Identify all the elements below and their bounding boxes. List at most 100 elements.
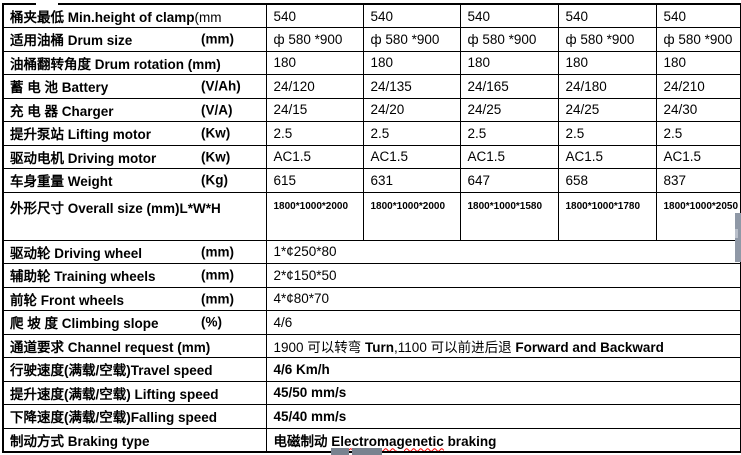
spec-label-cell: 桶夹最低 Min.height of clamp(mm xyxy=(2,3,267,28)
spec-value-cell: ф 580 *900 xyxy=(459,27,559,52)
table-row: 行驶速度(满载/空载)Travel speed 4/6 Km/h xyxy=(2,357,741,382)
horizontal-scrollbar-fragment-left[interactable] xyxy=(331,448,349,455)
row-label-text: 提升速度(满载/空载) Lifting speed xyxy=(10,386,219,402)
row-label-text: 提升泵站 Lifting motor xyxy=(10,127,151,143)
spec-value-cell-merged: 电磁制动 Electromagenetic braking xyxy=(265,427,741,452)
spec-value-cell: 24/120 xyxy=(265,74,364,99)
table-row: 油桶翻转角度 Drum rotation (mm) 180 180 180 180 180 xyxy=(2,50,741,75)
row-label-text: 前轮 Front wheels xyxy=(10,292,125,308)
spec-value-cell-merged: 1*¢250*80 xyxy=(265,239,741,264)
spec-value-cell: 180 xyxy=(459,50,559,75)
spec-value-cell: 1800*1000*1580 xyxy=(459,191,559,241)
spec-value-cell: 180 xyxy=(655,50,741,75)
spec-value-cell: 24/25 xyxy=(459,97,559,122)
table-row: 下降速度(满载/空载)Falling speed 45/40 mm/s xyxy=(2,404,741,429)
table-row: 通道要求 Channel request (mm) 1900 可以转弯 Turn,… xyxy=(2,333,741,358)
row-value-text: 1*¢250*80 xyxy=(273,244,337,260)
spec-label-cell: 车身重量 Weight (Kg) xyxy=(2,168,267,193)
spec-label-cell: 充 电 器 Charger (V/A) xyxy=(2,97,267,122)
table-row: 提升速度(满载/空载) Lifting speed 45/50 mm/s xyxy=(2,380,741,405)
spec-value-cell-merged: 4*¢80*70 xyxy=(265,286,741,311)
spec-value-cell: 540 xyxy=(655,3,741,28)
spec-value-cell: ф 580 *900 xyxy=(362,27,461,52)
table-row: 外形尺寸 Overall size (mm)L*W*H 1800*1000*200… xyxy=(2,191,741,241)
spec-value-cell: AC1.5 xyxy=(655,144,741,169)
spec-value-cell-merged: 45/50 mm/s xyxy=(265,380,741,405)
spec-value-cell: 180 xyxy=(557,50,657,75)
spec-value-cell: 540 xyxy=(362,3,461,28)
table-row: 车身重量 Weight (Kg) 615 631 647 658 837 xyxy=(2,168,741,193)
row-unit-label: (Kw) xyxy=(201,149,231,165)
spec-value-cell: AC1.5 xyxy=(459,144,559,169)
row-value-text: braking xyxy=(443,433,497,449)
spec-value-cell: 180 xyxy=(265,50,364,75)
row-value-text: 4*¢80*70 xyxy=(273,291,330,307)
spec-value-cell: 24/180 xyxy=(557,74,657,99)
spec-value-cell: 540 xyxy=(265,3,364,28)
row-unit-label: (Kg) xyxy=(201,172,228,188)
vertical-scrollbar-thumb[interactable] xyxy=(735,213,741,262)
row-label-text: 驱动电机 Driving motor xyxy=(10,150,157,166)
spec-value-cell: 1800*1000*2000 xyxy=(265,191,364,241)
spec-table: 桶夹最低 Min.height of clamp(mm 540 540 540 540 5… xyxy=(2,3,741,453)
spec-label-cell: 下降速度(满载/空载)Falling speed xyxy=(2,404,267,429)
spec-value-cell: 2.5 xyxy=(265,121,364,146)
spec-value-cell: 658 xyxy=(557,168,657,193)
spec-value-cell-merged: 45/40 mm/s xyxy=(265,404,741,429)
table-row: 辅助轮 Training wheels (mm) 2*¢150*50 xyxy=(2,263,741,288)
row-value-text: 45/50 mm/s xyxy=(273,385,347,401)
spec-value-cell: 2.5 xyxy=(557,121,657,146)
row-label-text: 行驶速度(满载/空载)Travel speed xyxy=(10,363,213,379)
spec-label-cell: 适用油桶 Drum size (mm) xyxy=(2,27,267,52)
table-row: 爬 坡 度 Climbing slope (%) 4/6 xyxy=(2,310,741,335)
spec-value-cell-merged: 2*¢150*50 xyxy=(265,263,741,288)
spec-label-cell: 驱动电机 Driving motor (Kw) xyxy=(2,144,267,169)
spec-label-cell: 行驶速度(满载/空载)Travel speed xyxy=(2,357,267,382)
row-unit-label: (Kw) xyxy=(201,125,231,141)
row-value-text: 4/6 Km/h xyxy=(273,361,330,377)
row-value-text: 45/40 mm/s xyxy=(273,408,347,424)
spec-label-cell: 通道要求 Channel request (mm) xyxy=(2,333,267,358)
row-label-text: 油桶翻转角度 Drum rotation (mm) xyxy=(10,56,221,72)
row-unit-label: (V/Ah) xyxy=(201,78,241,94)
spec-value-cell: 1800*1000*2050 xyxy=(655,191,741,241)
row-unit-label: (%) xyxy=(201,314,222,330)
table-row: 提升泵站 Lifting motor (Kw) 2.5 2.5 2.5 2.5 2.5 xyxy=(2,121,741,146)
spec-value-cell: ф 580 *900 xyxy=(655,27,741,52)
table-row: 蓄 电 池 Battery (V/Ah) 24/120 24/135 24/165 24/… xyxy=(2,74,741,99)
spec-label-cell: 油桶翻转角度 Drum rotation (mm) xyxy=(2,50,267,75)
row-label-text: 下降速度(满载/空载)Falling speed xyxy=(10,410,218,426)
table-row: 制动方式 Braking type 电磁制动 Electromagenetic b… xyxy=(2,427,741,452)
spec-value-cell: AC1.5 xyxy=(362,144,461,169)
table-row: 前轮 Front wheels (mm) 4*¢80*70 xyxy=(2,286,741,311)
row-label-text: 通道要求 Channel request (mm) xyxy=(10,339,211,355)
spec-value-cell: ф 580 *900 xyxy=(265,27,364,52)
horizontal-scrollbar-fragment-right[interactable] xyxy=(352,448,382,455)
row-unit-label: (mm) xyxy=(201,31,234,47)
spec-value-cell: 24/20 xyxy=(362,97,461,122)
spec-value-cell: 540 xyxy=(459,3,559,28)
spec-value-cell: 24/30 xyxy=(655,97,741,122)
row-label-text: 制动方式 Braking type xyxy=(10,433,150,449)
spec-label-cell: 驱动轮 Driving wheel (mm) xyxy=(2,239,267,264)
row-label-text: 爬 坡 度 Climbing slope xyxy=(10,316,159,332)
spec-label-cell: 蓄 电 池 Battery (V/Ah) xyxy=(2,74,267,99)
spec-value-cell: 540 xyxy=(557,3,657,28)
spec-label-cell: 外形尺寸 Overall size (mm)L*W*H xyxy=(2,191,267,241)
row-label-text: (mm xyxy=(194,10,222,25)
spec-value-cell: 615 xyxy=(265,168,364,193)
screenshot-artifact-top xyxy=(36,0,58,6)
misspelled-word: Electromagenetic xyxy=(331,433,444,449)
row-value-text: 2*¢150*50 xyxy=(273,267,337,283)
spec-value-cell-merged: 4/6 Km/h xyxy=(265,357,741,382)
row-label-text: 适用油桶 Drum size xyxy=(10,33,133,49)
spec-label-cell: 前轮 Front wheels (mm) xyxy=(2,286,267,311)
spec-value-cell: 647 xyxy=(459,168,559,193)
spec-label-cell: 提升速度(满载/空载) Lifting speed xyxy=(2,380,267,405)
row-value-text: 1900 可以转弯 xyxy=(273,339,366,355)
spec-value-cell-merged: 4/6 xyxy=(265,310,741,335)
table-row: 充 电 器 Charger (V/A) 24/15 24/20 24/25 24/25 24… xyxy=(2,97,741,122)
row-value-text: ,1100 可以前进后退 xyxy=(394,339,516,355)
row-value-text: Forward and Backward xyxy=(515,339,664,355)
